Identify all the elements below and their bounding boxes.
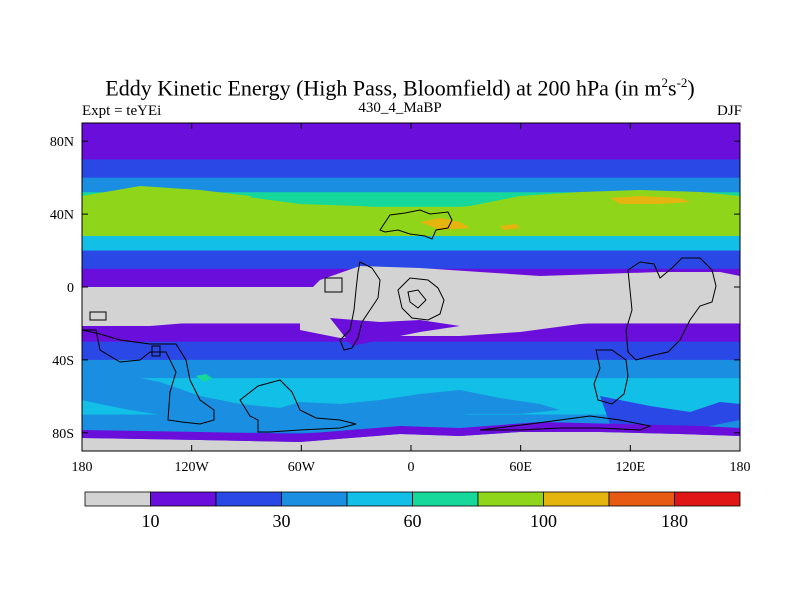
colorbar-swatch: [477, 491, 544, 507]
field-feature: [82, 186, 260, 216]
coastline-antarctic-edge: [239, 379, 357, 433]
field-band: [82, 177, 740, 193]
colorbar-label: 10: [142, 511, 160, 531]
field-feature: [82, 374, 560, 420]
coastline-west-pacific: [82, 329, 215, 425]
x-tick-label: 180: [72, 460, 93, 475]
season-label: DJF: [716, 103, 742, 119]
colorbar-swatch: [608, 491, 675, 507]
field-feature: [300, 266, 740, 338]
colorbar-label: 30: [273, 511, 291, 531]
coastline-africa: [397, 277, 445, 321]
coastline-australia: [593, 349, 629, 405]
field-band: [82, 378, 740, 397]
coastline-left-inlet: [151, 345, 161, 357]
field-feature: [610, 196, 690, 204]
coastline-south-indian: [479, 415, 652, 431]
field-band: [82, 341, 740, 361]
colorbar-label: 180: [661, 511, 688, 531]
colorbar-label: 60: [404, 511, 422, 531]
coastline-patch-a: [324, 277, 343, 293]
field-feature: [196, 374, 212, 382]
field-feature: [600, 396, 740, 428]
colorbar-swatch: [215, 491, 282, 507]
coastline-patch-b: [89, 311, 107, 321]
y-tick-label: 80N: [50, 135, 74, 150]
x-tick-label: 120W: [175, 460, 210, 475]
field-band: [82, 235, 740, 252]
colorbar-swatch: [543, 491, 610, 507]
colorbar: 10 30 60 100 180: [84, 491, 741, 531]
field-band: [82, 250, 740, 270]
colorbar-swatch: [412, 491, 479, 507]
chart-subtitle: 430_4_MaBP: [358, 100, 442, 116]
field-band: [82, 359, 740, 379]
colorbar-swatch: [84, 491, 151, 507]
field-band: [82, 141, 740, 160]
coastlines: [82, 209, 717, 433]
y-axis: 80N 40N 0 40S 80S: [50, 135, 740, 442]
field-band: [82, 123, 740, 142]
coastline-south-america: [339, 261, 381, 351]
coastline-north-america: [379, 209, 453, 240]
x-axis: 180 120W 60W 0 60E 120E 180: [72, 123, 751, 475]
colorbar-swatch: [674, 491, 741, 507]
x-tick-label: 180: [730, 460, 751, 475]
y-tick-label: 0: [67, 281, 74, 296]
colorbar-swatch: [346, 491, 413, 507]
x-tick-label: 120E: [616, 460, 646, 475]
coastline-eurasia-east: [625, 257, 717, 361]
y-tick-label: 40N: [50, 208, 74, 223]
field-feature: [420, 218, 470, 230]
x-tick-label: 60E: [509, 460, 532, 475]
contour-field: [82, 123, 740, 451]
x-tick-label: 0: [408, 460, 415, 475]
field-feature: [82, 422, 740, 442]
field-feature: [330, 318, 460, 346]
colorbar-swatch: [281, 491, 348, 507]
experiment-label: Expt = teYEi: [82, 103, 162, 119]
field-feature: [82, 296, 210, 326]
field-feature: [82, 432, 740, 451]
colorbar-label: 100: [530, 511, 557, 531]
field-feature: [500, 224, 520, 230]
y-tick-label: 40S: [52, 354, 74, 369]
chart-title: Eddy Kinetic Energy (High Pass, Bloomfie…: [105, 75, 695, 101]
y-tick-label: 80S: [52, 427, 74, 442]
colorbar-swatch: [150, 491, 217, 507]
x-tick-label: 60W: [288, 460, 316, 475]
field-band: [82, 159, 740, 179]
